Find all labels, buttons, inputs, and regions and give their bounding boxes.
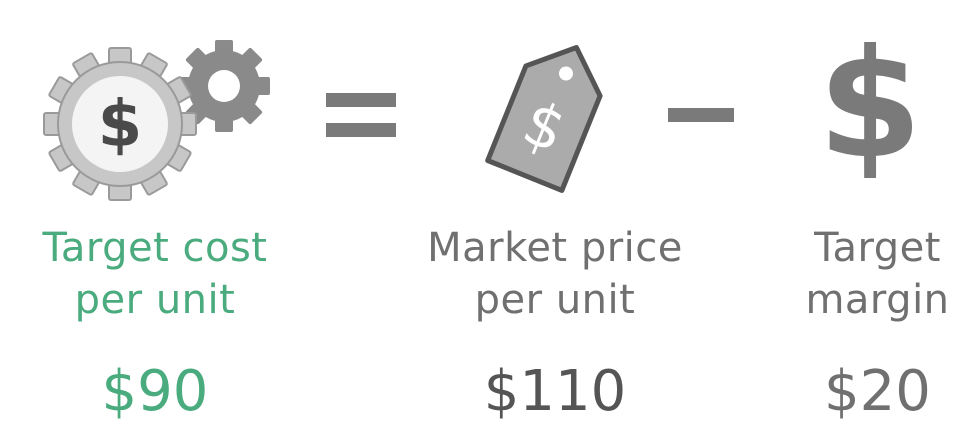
price-tag-dollar-icon: $ [468, 30, 628, 200]
svg-text:$: $ [820, 28, 920, 178]
target-margin-label-line1: Target [814, 225, 941, 271]
target-cost-value: $90 [101, 359, 209, 424]
minus-sign [668, 108, 734, 124]
svg-text:$: $ [98, 88, 143, 162]
market-price-label-line2: per unit [474, 277, 636, 323]
market-price-value: $110 [483, 359, 627, 424]
target-cost-label-line1: Target cost [42, 225, 268, 271]
equals-sign [326, 93, 396, 143]
market-price-label: Market price per unit [400, 222, 710, 326]
target-margin-value: $20 [824, 359, 931, 424]
target-margin-label: Target margin [790, 222, 965, 326]
target-cost-label-line2: per unit [74, 277, 236, 323]
target-margin-label-line2: margin [805, 277, 950, 323]
target-cost-label: Target cost per unit [10, 222, 300, 326]
dollar-sign-icon: $ [820, 28, 920, 178]
gears-dollar-icon: $ [36, 36, 276, 206]
market-price-label-line1: Market price [427, 225, 683, 271]
